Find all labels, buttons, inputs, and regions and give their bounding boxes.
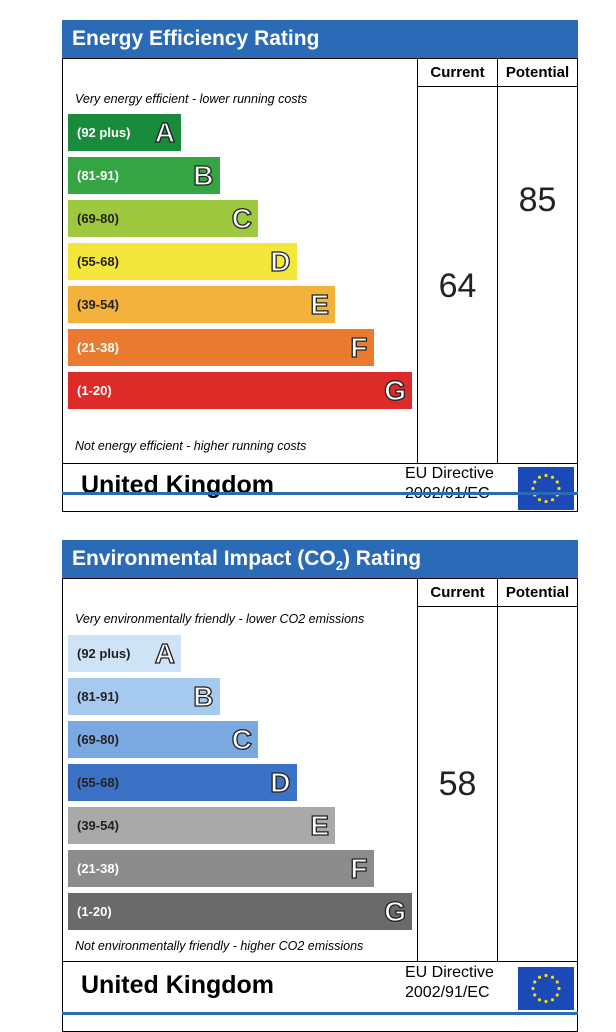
band-letter: F — [350, 331, 368, 363]
eu-star — [550, 475, 555, 479]
band-range-label: (1-20) — [77, 904, 112, 919]
band-letter: G — [384, 895, 407, 927]
rating-band-f: (21-38) F — [68, 329, 374, 366]
eu-star — [550, 975, 555, 979]
eu-star — [550, 498, 555, 502]
bottom-caption: Not environmentally friendly - higher CO… — [75, 939, 364, 953]
band-letter: E — [310, 809, 330, 841]
band-range-label: (92 plus) — [77, 125, 131, 140]
band-letter: E — [310, 288, 330, 320]
current-column-header: Current — [430, 584, 485, 601]
eu-star — [544, 973, 548, 978]
eu-star — [533, 980, 537, 984]
eu-star — [537, 475, 542, 479]
top-caption: Very energy efficient - lower running co… — [75, 92, 308, 106]
potential-column-header: Potential — [505, 64, 570, 81]
band-letter: D — [270, 245, 292, 277]
current-value: 64 — [438, 267, 477, 305]
band-letter: C — [231, 723, 253, 755]
band-range-label: (1-20) — [77, 383, 112, 398]
band-range-label: (39-54) — [77, 818, 119, 833]
band-range-label: (81-91) — [77, 168, 119, 183]
rating-band-g: (1-20) G — [68, 893, 412, 930]
country-label: United Kingdom — [81, 471, 275, 499]
band-range-label: (81-91) — [77, 689, 119, 704]
band-letter: A — [154, 637, 176, 669]
band-range-label: (21-38) — [77, 861, 119, 876]
top-caption: Very environmentally friendly - lower CO… — [75, 612, 365, 626]
band-range-label: (69-80) — [77, 211, 119, 226]
band-letter: A — [154, 116, 176, 148]
rating-band-d: (55-68) D — [68, 764, 297, 801]
band-letter: F — [350, 852, 368, 884]
eu-directive-label: EU Directive 2002/91/EC — [405, 964, 494, 1001]
eu-star — [557, 486, 561, 491]
rating-band-f: (21-38) F — [68, 850, 374, 887]
chart-title: Energy Efficiency Rating — [62, 20, 578, 58]
eu-star — [555, 993, 559, 997]
rating-band-e: (39-54) E — [68, 807, 335, 844]
eu-star — [537, 498, 542, 502]
rating-band-a: (92 plus) A — [68, 635, 181, 672]
band-letter: C — [231, 202, 253, 234]
band-range-label: (21-38) — [77, 340, 119, 355]
eu-star — [531, 486, 535, 491]
eu-star — [550, 998, 555, 1002]
current-value: 58 — [438, 765, 477, 803]
rating-band-d: (55-68) D — [68, 243, 297, 280]
eu-star — [531, 986, 535, 991]
eu-star — [533, 480, 537, 484]
bottom-caption: Not energy efficient - higher running co… — [75, 439, 307, 453]
rating-band-a: (92 plus) A — [68, 114, 181, 151]
eu-star — [555, 980, 559, 984]
eu-directive-label: EU Directive 2002/91/EC — [405, 465, 494, 502]
band-range-label: (55-68) — [77, 775, 119, 790]
rating-band-b: (81-91) B — [68, 157, 220, 194]
band-range-label: (39-54) — [77, 297, 119, 312]
band-range-label: (55-68) — [77, 254, 119, 269]
rating-band-c: (69-80) C — [68, 721, 258, 758]
eu-flag-icon — [518, 467, 574, 510]
chart-title: Environmental Impact (CO2) Rating — [62, 540, 578, 578]
band-letter: B — [193, 159, 215, 191]
rating-band-c: (69-80) C — [68, 200, 258, 237]
rating-band-e: (39-54) E — [68, 286, 335, 323]
band-range-label: (69-80) — [77, 732, 119, 747]
band-letter: G — [384, 374, 407, 406]
eu-star — [544, 499, 548, 504]
eu-flag-icon — [518, 967, 574, 1010]
chart-frame: Current Potential Very environmentally f… — [62, 578, 578, 1032]
eu-star — [555, 480, 559, 484]
band-letter: D — [270, 766, 292, 798]
band-range-label: (92 plus) — [77, 646, 131, 661]
band-letter: B — [193, 680, 215, 712]
potential-column-header: Potential — [505, 584, 570, 601]
rating-band-g: (1-20) G — [68, 372, 412, 409]
eu-star — [557, 986, 561, 991]
chart-frame: Current Potential Very energy efficient … — [62, 58, 578, 512]
eu-star — [537, 975, 542, 979]
potential-value: 85 — [518, 181, 557, 219]
eu-star — [544, 999, 548, 1004]
eu-star — [544, 473, 548, 478]
eu-star — [533, 993, 537, 997]
rating-band-b: (81-91) B — [68, 678, 220, 715]
eu-star — [537, 998, 542, 1002]
country-label: United Kingdom — [81, 971, 275, 999]
current-column-header: Current — [430, 64, 485, 81]
